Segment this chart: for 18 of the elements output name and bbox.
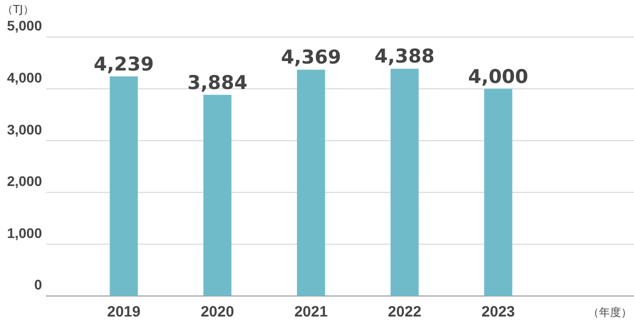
data-label: 4,239 (94, 53, 154, 76)
data-label: 4,388 (374, 46, 435, 68)
y-tick-label: 0 (34, 276, 42, 293)
y-tick-label: 2,000 (6, 173, 42, 190)
x-tick-label: 2019 (107, 303, 140, 320)
data-label: 4,000 (468, 66, 528, 88)
y-tick-label: 5,000 (6, 18, 42, 34)
y-axis-title: （TJ） (2, 3, 34, 16)
y-tick-label: 4,000 (6, 70, 42, 86)
data-label: 3,884 (187, 72, 248, 94)
x-tick-label: 2020 (200, 303, 234, 320)
y-tick-label: 3,000 (6, 121, 42, 138)
data-label: 4,369 (280, 46, 342, 69)
y-tick-label: 1,000 (6, 224, 42, 241)
x-axis-title: （年度） (588, 306, 632, 319)
x-tick-label: 2021 (294, 303, 328, 320)
x-tick-label: 2023 (482, 303, 515, 320)
x-tick-label: 2022 (388, 303, 422, 320)
